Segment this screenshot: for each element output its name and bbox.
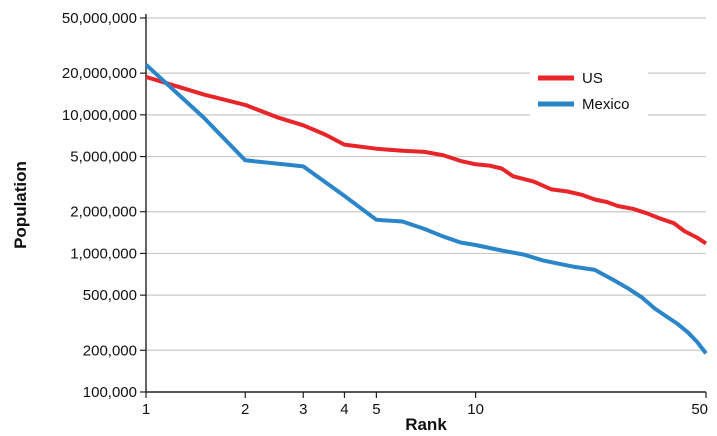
x-tick-label: 1: [142, 401, 150, 418]
y-tick-label: 500,000: [83, 287, 137, 304]
y-tick-label: 100,000: [83, 384, 137, 401]
y-tick-label: 1,000,000: [70, 245, 137, 262]
y-tick-label: 20,000,000: [62, 65, 137, 82]
y-axis-ticks: 100,000 200,000 500,000 1,000,000 2,000,000 5…: [62, 10, 146, 401]
x-axis-title: Rank: [405, 415, 447, 434]
x-tick-label: 10: [467, 401, 484, 418]
x-tick-label: 2: [241, 401, 249, 418]
series-line-us: [145, 74, 708, 246]
x-axis-ticks: 1 2 3 4 5 10 50: [142, 392, 708, 418]
x-tick-label: 50: [691, 401, 708, 418]
x-tick-label: 4: [340, 401, 348, 418]
series-line-mexico: [144, 63, 708, 355]
legend-label-us: US: [582, 70, 603, 87]
y-tick-label: 10,000,000: [62, 107, 137, 124]
x-tick-label: 5: [372, 401, 380, 418]
y-tick-label: 5,000,000: [70, 149, 137, 166]
legend-box: [530, 58, 648, 118]
y-tick-label: 50,000,000: [62, 10, 137, 27]
y-axis-title: Population: [11, 161, 30, 249]
series-lines: [144, 63, 708, 355]
y-tick-label: 2,000,000: [70, 204, 137, 221]
legend: US Mexico: [530, 58, 648, 118]
x-tick-label: 3: [299, 401, 307, 418]
y-tick-label: 200,000: [83, 342, 137, 359]
legend-label-mexico: Mexico: [582, 96, 630, 113]
